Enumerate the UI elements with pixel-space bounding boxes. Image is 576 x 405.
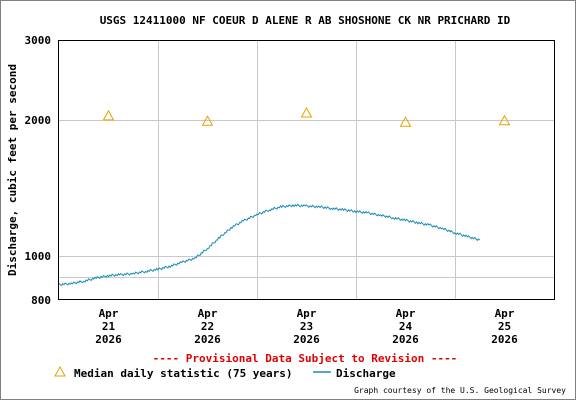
- grid-layer: [59, 40, 554, 300]
- discharge-series-line: [58, 203, 481, 287]
- x-tick-label: 24: [399, 320, 413, 333]
- x-tick-label: 25: [498, 320, 511, 333]
- median-triangle-marker: [102, 109, 115, 121]
- legend-median-label: Median daily statistic (75 years): [74, 367, 293, 380]
- x-tick-labels: Apr212026Apr222026Apr232026Apr242026Apr2…: [95, 307, 518, 346]
- x-tick-label: 2026: [194, 333, 221, 346]
- x-tick-label: 2026: [293, 333, 320, 346]
- series-layer: [58, 106, 511, 287]
- provisional-notice: ---- Provisional Data Subject to Revisio…: [153, 352, 458, 365]
- y-tick-label: 2000: [25, 114, 52, 127]
- median-triangle-marker: [399, 116, 412, 127]
- x-tick-label: 2026: [491, 333, 518, 346]
- y-tick-labels: 800 1000 2000 3000: [25, 34, 52, 307]
- x-tick-label: 2026: [95, 333, 122, 346]
- median-triangle-marker: [300, 106, 313, 118]
- legend: Median daily statistic (75 years) Discha…: [54, 365, 396, 380]
- y-axis-label: Discharge, cubic feet per second: [6, 64, 19, 276]
- y-tick-label: 800: [31, 294, 51, 307]
- plot-area-border: [58, 40, 555, 300]
- y-tick-label: 3000: [25, 34, 52, 47]
- legend-median-triangle-icon: [54, 365, 66, 377]
- x-tick-label: Apr: [297, 307, 317, 320]
- chart-title: USGS 12411000 NF COEUR D ALENE R AB SHOS…: [100, 14, 511, 27]
- legend-discharge-label: Discharge: [336, 367, 396, 380]
- credit-text: Graph courtesy of the U.S. Geological Su…: [354, 386, 566, 395]
- x-tick-label: 21: [102, 320, 116, 333]
- x-tick-label: Apr: [495, 307, 515, 320]
- x-tick-label: Apr: [198, 307, 218, 320]
- x-tick-label: Apr: [99, 307, 119, 320]
- y-tick-label: 1000: [25, 250, 52, 263]
- x-tick-label: 23: [300, 320, 313, 333]
- x-tick-label: 2026: [392, 333, 419, 346]
- median-triangle-marker: [201, 115, 214, 126]
- x-tick-label: 22: [201, 320, 214, 333]
- median-triangle-marker: [498, 114, 511, 126]
- x-tick-label: Apr: [396, 307, 416, 320]
